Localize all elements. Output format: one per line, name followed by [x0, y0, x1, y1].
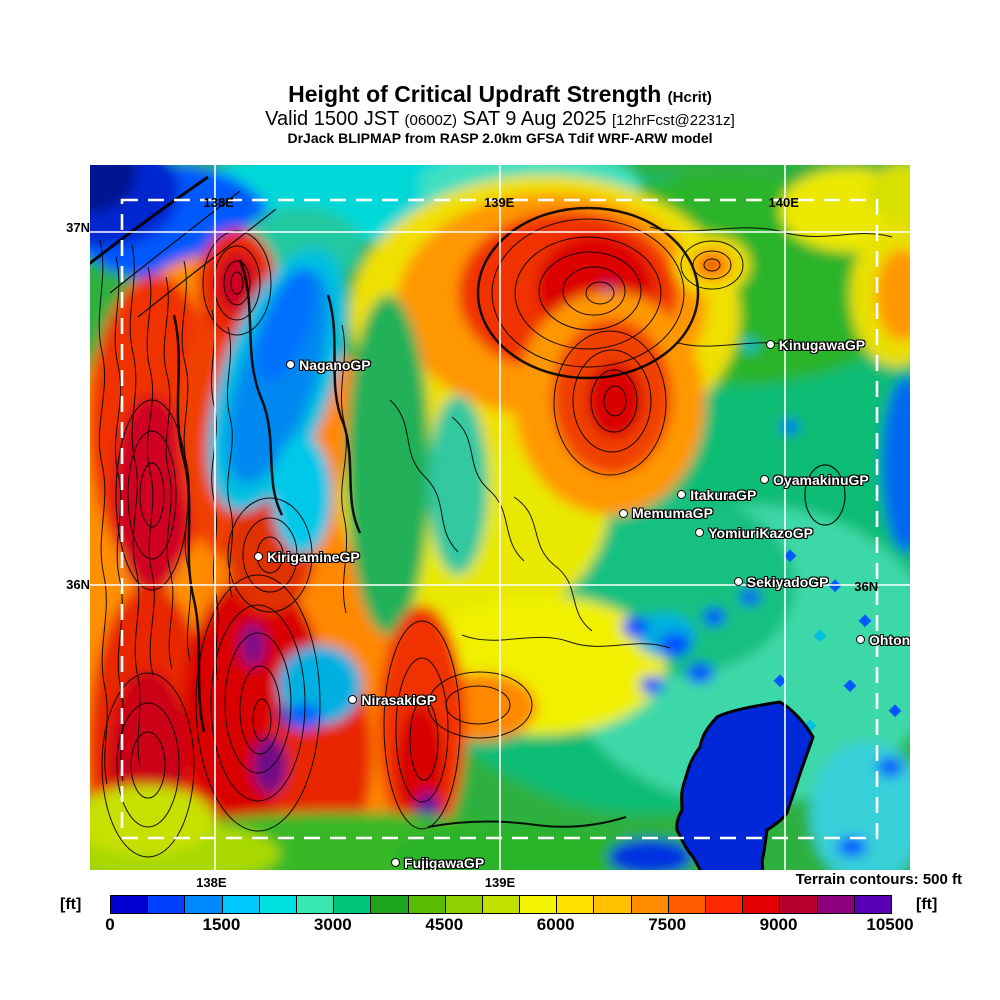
meridian-label-bottom: 139E: [484, 875, 516, 890]
site-marker: OhtoneGP: [855, 631, 910, 649]
latlon-grid: [90, 165, 910, 870]
terrain-contours: [90, 175, 893, 858]
site-marker: YomiuriKazoGP: [695, 524, 813, 542]
colorbar-segment: [817, 896, 855, 913]
site-label: SekiyadoGP: [746, 573, 829, 590]
site-marker: ItakuraGP: [677, 486, 756, 504]
colorbar-segment: [854, 896, 891, 913]
colorbar-tick-label: 7500: [648, 915, 687, 934]
site-dot-icon: [765, 340, 775, 350]
site-marker: FujigawaGP: [391, 854, 484, 870]
colorbar-segment: [148, 896, 186, 913]
colorbar-tick-label: 6000: [536, 915, 575, 934]
forecast-run: [12hrFcst@2231z]: [612, 111, 735, 129]
forecast-map: 138E 139E 140E 36N NaganoGP KinugawaGP Oyama…: [90, 165, 910, 870]
site-label: YomiuriKazoGP: [708, 524, 814, 541]
title-main: Height of Critical Updraft Strength: [288, 81, 662, 107]
site-label: ItakuraGP: [690, 486, 757, 503]
colorbar-tick-label: 3000: [313, 915, 352, 934]
map-canvas: [90, 165, 910, 870]
site-label: OhtoneGP: [868, 631, 910, 648]
model-line: DrJack BLIPMAP from RASP 2.0km GFSA Tdif…: [287, 130, 713, 147]
colorbar-segment: [185, 896, 223, 913]
colorbar-tick-label: 4500: [425, 915, 464, 934]
colorbar-segment: [780, 896, 818, 913]
colorbar-segment: [296, 896, 335, 913]
meridian-label: 138E: [203, 195, 234, 210]
colorbar-unit-right: [ft]: [916, 896, 938, 913]
meridian-label: 140E: [768, 195, 799, 210]
lat-label-37n-left: 37N: [66, 220, 90, 235]
site-dot-icon: [254, 552, 264, 562]
colorbar-segment: [668, 896, 706, 913]
colorbar-unit-left: [ft]: [60, 896, 82, 913]
valid-time: Valid 1500 JST: [265, 107, 399, 130]
site-label: KirigamineGP: [267, 548, 360, 565]
site-dot-icon: [348, 695, 358, 705]
colorbar-segment: [111, 896, 149, 913]
site-label: FujigawaGP: [404, 854, 485, 870]
site-dot-icon: [695, 528, 705, 538]
colorbar-segment: [408, 896, 446, 913]
colorbar-segment: [706, 896, 744, 913]
site-marker: MemumaGP: [619, 504, 713, 522]
site-label: NaganoGP: [299, 356, 371, 373]
title-hcrit: (Hcrit): [667, 89, 712, 106]
colorbar-segment: [222, 896, 260, 913]
lat-label-36n-left: 36N: [66, 577, 90, 592]
site-dot-icon: [855, 635, 865, 645]
meridian-label-bottom: 138E: [196, 875, 227, 890]
site-dot-icon: [391, 858, 401, 868]
page-title: Height of Critical Updraft Strength (Hcr…: [0, 81, 1000, 108]
colorbar-segment: [445, 896, 483, 913]
lat-label-36n-right: 36N: [854, 578, 879, 594]
colorbar-segment: [594, 896, 632, 913]
site-marker: SekiyadoGP: [733, 573, 829, 591]
terrain-contours-note: Terrain contours: 500 ft: [795, 871, 962, 888]
site-dot-icon: [760, 475, 770, 485]
colorbar-segment: [520, 896, 558, 913]
colorbar-segment: [743, 896, 781, 913]
valid-time-line: Valid 1500 JST (0600Z) SAT 9 Aug 2025 [1…: [0, 108, 1000, 130]
site-marker: NirasakiGP: [348, 691, 436, 709]
site-dot-icon: [677, 490, 687, 500]
site-dot-icon: [286, 360, 296, 370]
site-marker: NaganoGP: [286, 356, 371, 374]
sites-layer: NaganoGP KinugawaGP OyamakinuGP ItakuraGP Me…: [90, 165, 910, 870]
colorbar-segment: [557, 896, 595, 913]
coastline-bay: [675, 700, 815, 870]
colorbar-tick-label: 10500: [866, 915, 914, 934]
colorbar-segment: [334, 896, 372, 913]
colorbar-tick-label: 0: [105, 915, 115, 934]
colorbar-segment: [259, 896, 297, 913]
colorbar: [110, 895, 892, 914]
header: Height of Critical Updraft Strength (Hcr…: [0, 81, 1000, 147]
valid-utc: (0600Z): [404, 111, 458, 129]
colorbar-tick-label: 1500: [202, 915, 241, 934]
valid-date: SAT 9 Aug 2025: [462, 107, 607, 130]
colorbar-segment: [482, 896, 521, 913]
colorbar-segment: [371, 896, 409, 913]
site-label: NirasakiGP: [361, 691, 437, 708]
site-marker: KinugawaGP: [765, 336, 866, 354]
site-dot-icon: [733, 576, 743, 586]
site-label: OyamakinuGP: [773, 471, 869, 488]
colorbar-segment: [631, 896, 669, 913]
meridian-label: 139E: [483, 195, 515, 210]
site-label: KinugawaGP: [778, 336, 866, 353]
colorbar-tick-label: 9000: [759, 915, 798, 934]
site-dot-icon: [619, 508, 628, 518]
colorbar-ticks: 0 1500 3000 4500 6000 7500 9000 10500: [105, 915, 913, 937]
model-domain-box: [120, 198, 879, 840]
site-marker: OyamakinuGP: [760, 471, 869, 489]
site-label: MemumaGP: [632, 505, 713, 522]
site-marker: KirigamineGP: [254, 548, 360, 566]
